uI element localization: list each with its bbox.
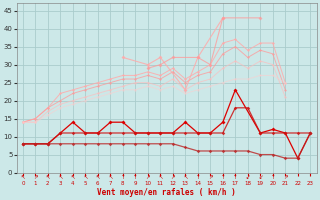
X-axis label: Vent moyen/en rafales ( km/h ): Vent moyen/en rafales ( km/h ) xyxy=(97,188,236,197)
